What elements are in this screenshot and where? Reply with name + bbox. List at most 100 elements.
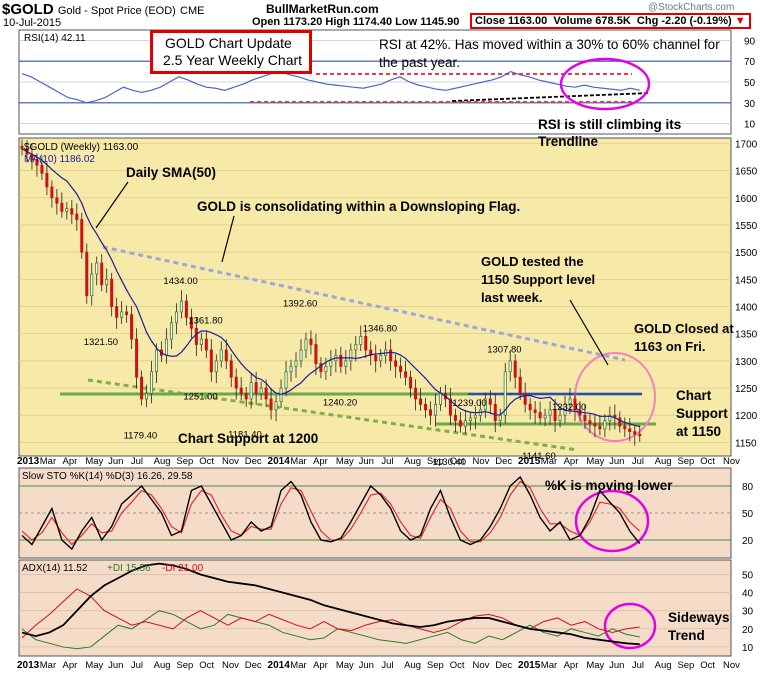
candle-body: [468, 417, 472, 422]
price-label: 1232.00: [552, 402, 586, 413]
support-1150-line-2: Support: [676, 406, 728, 421]
candle-body: [65, 208, 69, 212]
candle-body: [483, 398, 487, 411]
adx-tick-label: 20: [742, 625, 754, 636]
adx-x-tick: Oct: [450, 660, 465, 671]
open-value: 1173.20: [283, 16, 323, 28]
open-label: Open: [252, 16, 281, 28]
candle-body: [543, 414, 547, 419]
candle-body: [234, 376, 238, 389]
candle-body: [179, 300, 183, 313]
flag-lower-line: [87, 378, 579, 452]
price-x-tick: Dec: [245, 456, 262, 467]
candle-body: [493, 403, 497, 422]
candle-body: [115, 306, 119, 318]
sto-tick-label: 50: [742, 509, 754, 520]
rsi-trendline: [451, 92, 651, 102]
adx-x-tick: Jul: [632, 660, 644, 671]
rsi-climb-2: Trendline: [538, 134, 599, 149]
chg-label: Chg: [636, 15, 659, 27]
indicator-lines: [21, 70, 641, 650]
candle-body: [299, 349, 303, 362]
candle-body: [70, 208, 74, 215]
candle-body: [264, 387, 268, 400]
price-x-tick: Oct: [450, 456, 465, 467]
adx-tick-label: 40: [742, 589, 754, 600]
candle-body: [249, 382, 253, 400]
adx-x-tick: Aug: [404, 660, 421, 671]
candle-body: [95, 262, 99, 275]
price-x-tick: May: [336, 456, 354, 467]
rsi-highlight-ellipse: [559, 57, 651, 111]
candle-body: [239, 387, 243, 394]
candle-body: [433, 403, 437, 416]
adx-x-tick: Oct: [700, 660, 715, 671]
candle-body: [140, 376, 144, 400]
adx-x-tick: Apr: [313, 660, 328, 671]
candle-body: [229, 360, 233, 378]
price-tick-label: 1150: [735, 438, 757, 449]
price-x-tick: 2013: [17, 456, 40, 467]
price-x-tick: Aug: [404, 456, 421, 467]
support-1150-line-3: at 1150: [676, 424, 722, 439]
candle-body: [379, 355, 383, 362]
adx-tick-label: 10: [742, 643, 754, 654]
sto-tick-label: 80: [742, 482, 754, 493]
price-panel: [18, 137, 732, 457]
candle-body: [538, 412, 542, 419]
candle-body: [528, 403, 532, 411]
candle-body: [488, 398, 492, 405]
adx-x-tick: Aug: [154, 660, 171, 671]
adx-tick-label: 50: [742, 570, 754, 581]
adx-x-tick: Jun: [108, 660, 123, 671]
candle-body: [145, 393, 149, 400]
price-x-tick: Apr: [63, 456, 78, 467]
closed-note: GOLD Closed at 1163 on Fri.: [634, 320, 734, 356]
price-tick-label: 1200: [735, 411, 758, 422]
candle-body: [304, 338, 308, 351]
candle-body: [90, 273, 94, 297]
price-label: 1179.40: [124, 430, 158, 441]
price-label: 1141.60: [522, 451, 556, 462]
candle-body: [259, 387, 263, 394]
candle-body: [593, 422, 597, 427]
candle-body: [429, 409, 433, 416]
watermark: @StockCharts.com: [648, 2, 735, 13]
candle-body: [55, 197, 59, 204]
candle-body: [618, 417, 622, 427]
support-1150-note: Chart Support at 1150: [676, 387, 728, 441]
price-label: 1434.00: [163, 276, 197, 287]
close-label: Close: [475, 15, 505, 27]
rsi-line: [21, 70, 640, 104]
candle-body: [473, 414, 477, 419]
candle-body: [588, 420, 592, 424]
candle-body: [458, 420, 462, 427]
sto-d-line: [21, 480, 641, 546]
price-x-tick: Apr: [313, 456, 328, 467]
adx-x-tick: Sep: [677, 660, 694, 671]
candle-body: [453, 414, 457, 422]
adx-x-tick: 2015: [518, 660, 541, 671]
down-arrow-icon: ▼: [734, 15, 746, 27]
candle-body: [638, 433, 642, 437]
adx-x-tick: Apr: [63, 660, 78, 671]
candle-body: [294, 360, 298, 367]
trend-overlays: [60, 57, 657, 650]
ma-legend: MA(10) 1186.02: [24, 154, 95, 165]
candle-body: [394, 360, 398, 367]
rsi-tick-label: 30: [744, 99, 756, 110]
candle-body: [508, 360, 512, 373]
sto-legend: Slow STO %K(14) %D(3) 16.26, 29.58: [22, 471, 193, 482]
candle-body: [404, 371, 408, 378]
tested-pointer: [569, 299, 609, 366]
adx-legend: ADX(14) 11.52: [22, 563, 88, 574]
price-tick-label: 1700: [735, 139, 758, 150]
candle-body: [513, 360, 517, 378]
price-label: 1392.60: [283, 299, 317, 310]
candle-body: [573, 398, 577, 411]
adx-highlight-ellipse: [603, 602, 657, 650]
candle-body: [269, 398, 273, 411]
price-x-tick: Jun: [359, 456, 374, 467]
price-label: 1239.00: [452, 398, 486, 409]
